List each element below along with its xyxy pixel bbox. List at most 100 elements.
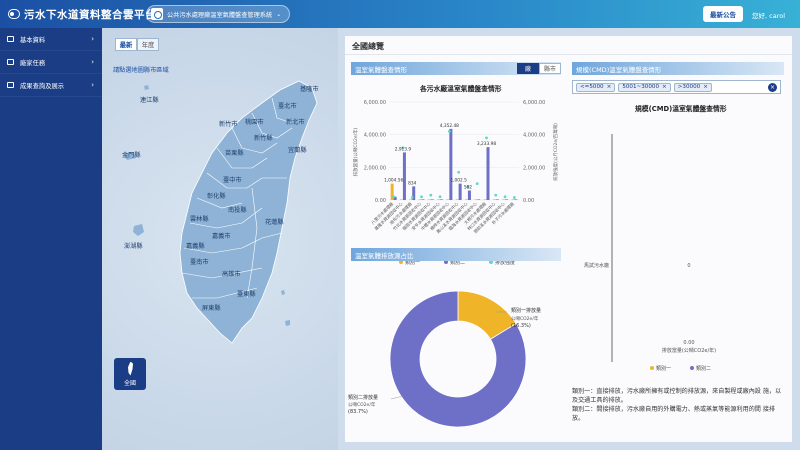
y-tick-label: 2,000.00 (364, 165, 386, 171)
data-point (420, 195, 423, 199)
county-label: 臺北市 (278, 102, 297, 110)
penghu-island[interactable] (133, 224, 144, 236)
data-point (457, 170, 461, 174)
note-line: 類別二：間接排放，污水廠自用的外購電力、熱或蒸氣等能源利用的間 接排放。 (572, 406, 776, 422)
county-label: 嘉義市 (212, 232, 231, 240)
section-header-label: 溫室氣體排放源占比 (355, 251, 414, 260)
filter-chip[interactable]: <=5000 × (576, 82, 616, 92)
national-button-label: 全國 (123, 379, 136, 387)
data-label: 834 (408, 180, 416, 186)
y-right-tick-label: 2,000.00 (523, 165, 545, 171)
system-select[interactable]: 公共污水處理廠溫室氣體盤查管理系統 ⌄ (146, 5, 290, 23)
sidebar-item-label: 廠家任務 (20, 59, 46, 67)
app-header: 污水下水道資料整合雲平台 公共污水處理廠溫室氣體盤查管理系統 ⌄ 最新公告 您好… (0, 0, 800, 28)
county-label: 金門縣 (122, 151, 141, 159)
sidebar: 基本資料 › 廠家任務 › 成果查詢及展示 › (0, 28, 102, 450)
clear-filter-icon[interactable]: × (768, 83, 777, 92)
y-right-tick-label: 6,000.00 (523, 100, 545, 106)
taiwan-map[interactable]: 基隆市 臺北市 新北市 桃園市 新竹縣 新竹市 苗栗縣 臺中市 彰化縣 南投縣 … (102, 28, 338, 450)
toggle-county[interactable]: 縣市 (539, 63, 561, 74)
bar (418, 199, 422, 200)
y-tick-label: 4,000.00 (364, 133, 386, 139)
bar (437, 199, 441, 200)
map-hint: 請點選地圖縣市區域 (113, 67, 169, 74)
user-greeting[interactable]: 您好, carol (752, 12, 786, 20)
close-icon[interactable]: × (703, 84, 708, 90)
pie-slice (389, 290, 527, 428)
county-label: 新竹市 (219, 120, 238, 128)
sidebar-item-label: 成果查詢及展示 (20, 82, 65, 90)
county-label: 彰化縣 (207, 192, 226, 200)
y-tick-label: 0.00 (375, 198, 386, 204)
data-point (466, 185, 470, 189)
filter-chip-label: <=5000 (580, 84, 604, 90)
y-right-tick-label: 0.00 (523, 198, 534, 204)
bar (458, 183, 462, 200)
bar (440, 199, 444, 200)
legend-swatch (690, 366, 694, 370)
data-point (475, 182, 479, 186)
slice-unit: 公噸CO2e/年 (348, 401, 376, 408)
county-label: 連江縣 (140, 96, 159, 104)
data-point (392, 195, 396, 199)
y-tick-label: 馬試污水廠 (584, 262, 609, 269)
green-island[interactable] (281, 290, 285, 295)
data-label: 1,004.56 (384, 178, 403, 184)
bar (483, 199, 487, 200)
chevron-down-icon: ⌄ (276, 10, 282, 18)
toggle-plant[interactable]: 廠 (517, 63, 539, 74)
legend-swatch (444, 260, 448, 264)
announcement-button[interactable]: 最新公告 (703, 6, 743, 22)
y-right-tick-label: 4,000.00 (523, 133, 545, 139)
emission-donut-chart: 類別一排放量公噸CO2e/年(16.3%)類別二排放量公噸CO2e/年(83.7… (348, 290, 541, 428)
dashboard-title: 全國總覽 (352, 42, 384, 51)
close-icon[interactable]: × (662, 84, 667, 90)
tab-annual[interactable]: 年度 (137, 38, 159, 51)
kinmen-island[interactable] (123, 152, 136, 160)
county-label: 臺東縣 (237, 290, 256, 298)
county-label: 基隆市 (300, 85, 319, 93)
legend-swatch (489, 260, 493, 264)
county-label: 嘉義縣 (186, 242, 205, 250)
county-label: 花蓮縣 (265, 218, 284, 226)
y-right-axis-label: 排放強度(公斤CO2e/百萬噸) (552, 123, 559, 181)
county-label: 宜蘭縣 (288, 146, 307, 154)
sidebar-item-basic-data[interactable]: 基本資料 › (0, 28, 102, 51)
bar (393, 196, 397, 200)
tab-latest[interactable]: 最新 (115, 38, 137, 51)
national-button[interactable]: 全國 (114, 358, 146, 390)
data-point (410, 196, 414, 199)
y-axis-label: 排放當量(公噸CO2e/年) (352, 127, 359, 176)
data-label: 1,002.5 (450, 178, 467, 184)
leader-line (390, 395, 404, 400)
bar (514, 199, 518, 200)
filter-chip[interactable]: 5001~30000 × (618, 82, 671, 92)
chevron-right-icon: › (91, 58, 94, 66)
legend-label: 類別一 (405, 259, 420, 266)
matsu-island[interactable] (144, 85, 149, 90)
sidebar-item-results[interactable]: 成果查詢及展示 › (0, 74, 102, 97)
data-label: 0 (687, 263, 690, 269)
county-label: 澎湖縣 (124, 242, 143, 250)
filter-chip[interactable]: >30000 × (673, 82, 712, 92)
slice-label: 類別二排放量 (348, 394, 378, 401)
data-point (401, 146, 405, 150)
dashboard-panel: 全國總覽 溫室氣體盤查情形 廠 縣市 各污水廠溫室氣體盤查情形 6,000.00… (345, 36, 792, 442)
lanyu-island[interactable] (285, 320, 290, 326)
scale-filter[interactable]: <=5000 × 5001~30000 × >30000 × × (572, 80, 781, 94)
x-tick-label: 0.00 (683, 340, 694, 346)
taiwan-icon (128, 361, 133, 376)
chart-title-plants: 各污水廠溫室氣體盤查情形 (420, 85, 502, 93)
section-header-scale: 規模(CMD)溫室氣體盤查情形 (572, 62, 784, 75)
legend-label: 類別二 (696, 365, 711, 372)
app-title: 污水下水道資料整合雲平台 (24, 9, 156, 21)
bar (511, 199, 515, 200)
view-toggle: 廠 縣市 (517, 63, 561, 74)
chevron-right-icon: › (91, 35, 94, 43)
county-label: 臺中市 (223, 176, 242, 184)
close-icon[interactable]: × (606, 84, 612, 90)
bar (409, 199, 413, 200)
section-header-share: 溫室氣體排放源占比 (351, 248, 561, 261)
sidebar-item-tasks[interactable]: 廠家任務 › (0, 51, 102, 74)
